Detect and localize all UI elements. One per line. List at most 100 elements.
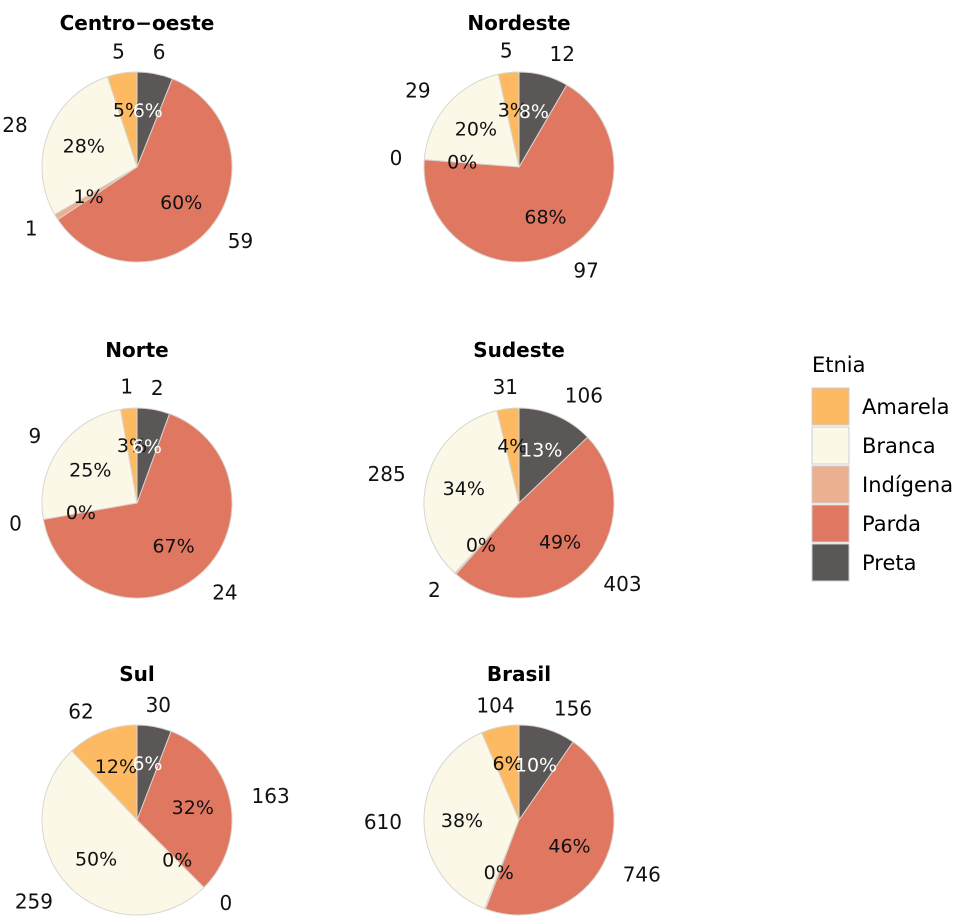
pie-norte-slice-preta-count-label: 2 [151,376,164,400]
legend-label-preta: Preta [862,551,917,575]
pie-sul-slice-amarela [70,724,138,822]
pie-centro-oeste-slice-parda-count-label: 59 [228,229,253,253]
pie-nordeste-slice-preta-pct-label: 8% [519,101,549,123]
pie-sudeste-slice-preta-pct-label: 13% [520,440,562,462]
pie-brasil-slice-preta [518,724,574,822]
pie-sul-slice-amarela-pct-label: 12% [95,756,137,778]
legend-label-indigena: Indígena [862,473,953,497]
pie-brasil-slice-branca [423,731,520,910]
pie-sul-slice-preta-pct-label: 6% [132,753,162,775]
pie-nordeste-slice-branca-count-label: 29 [405,78,430,102]
pie-norte-slice-preta [136,407,171,504]
pie-nordeste-slice-branca [423,73,520,168]
pie-brasil-slice-parda-pct-label: 46% [548,835,590,857]
pie-sudeste-slice-parda-count-label: 403 [603,572,641,596]
legend-label-branca: Branca [862,434,936,458]
legend-swatch-branca [811,426,850,465]
legend-label-amarela: Amarela [862,395,950,419]
pie-sul-slice-indigena-count-label: 0 [220,891,233,915]
pie-norte-slice-branca [41,408,138,521]
pie-sul-slice-branca-pct-label: 50% [75,849,117,871]
pie-sudeste-slice-indigena-pct-label: 0% [466,534,496,556]
pie-centro-oeste-slice-preta [136,71,173,168]
pie-brasil-slice-amarela-count-label: 104 [476,693,514,717]
legend: Etnia Amarela Branca Indígena Parda Preta [811,353,953,582]
pie-nordeste-slice-indigena-count-label: 0 [390,146,403,170]
pie-norte-slice-indigena-count-label: 0 [9,511,22,535]
pie-nordeste-slice-branca-pct-label: 20% [455,119,497,141]
pie-sul-slice-indigena-pct-label: 0% [162,849,192,871]
pie-centro-oeste-slice-branca [41,76,138,216]
pie-centro-oeste-slice-indigena-count-label: 1 [25,217,38,241]
pie-nordeste-slice-preta [518,71,568,169]
pie-norte-slice-branca-count-label: 9 [28,424,41,448]
pie-nordeste-slice-parda-count-label: 97 [573,259,598,283]
pie-nordeste-slice-parda-pct-label: 68% [524,207,566,229]
pie-sudeste-slice-branca [423,410,520,574]
pie-brasil-slice-indigena-count-label: 3 [465,917,478,919]
pie-sudeste-slice-parda [455,436,615,599]
pie-norte-slice-amarela-pct-label: 3% [117,435,147,457]
pie-brasil-slice-parda-count-label: 746 [623,862,661,886]
pie-sudeste-slice-branca-pct-label: 34% [443,478,485,500]
legend-swatch-amarela [811,387,850,426]
pie-norte-slice-preta-pct-label: 6% [132,436,162,458]
legend-title: Etnia [812,353,866,377]
pie-nordeste-slice-indigena-pct-label: 0% [447,152,477,174]
legend-swatch-preta [811,543,850,582]
pie-sul-slice-branca [41,750,205,916]
pie-brasil-slice-branca-pct-label: 38% [441,810,483,832]
legend-swatch-parda [811,504,850,543]
pie-sudeste-title: Sudeste [473,338,565,362]
pie-sudeste-slice-amarela-pct-label: 4% [497,435,527,457]
pie-nordeste-slice-preta-count-label: 12 [550,42,575,66]
pie-sul-slice-preta-count-label: 30 [146,693,171,717]
pie-brasil: Brasil 6% 104 38% 610 0% 3 46% 746 10% 156 [364,662,661,919]
pie-centro-oeste-slice-parda-pct-label: 60% [160,192,202,214]
pie-sudeste-slice-preta-count-label: 106 [565,383,603,407]
pie-nordeste-title: Nordeste [467,11,570,35]
pie-norte-slice-parda-count-label: 24 [212,581,237,605]
pie-brasil-slice-preta-count-label: 156 [554,696,592,720]
pie-brasil-title: Brasil [487,662,551,686]
pie-norte-slice-parda-pct-label: 67% [152,536,194,558]
pie-centro-oeste-slice-parda [57,78,233,263]
pie-sul-slice-preta [136,724,172,821]
pie-centro-oeste-slice-amarela-pct-label: 5% [113,100,143,122]
pie-norte-slice-branca-pct-label: 25% [69,459,111,481]
pie-centro-oeste-slice-preta-count-label: 6 [153,40,166,64]
pie-centro-oeste-slice-branca-count-label: 28 [2,113,27,137]
pie-sul-title: Sul [119,662,155,686]
pie-brasil-slice-parda [484,741,615,916]
pie-sul-slice-amarela-count-label: 62 [68,699,93,723]
pie-sudeste-slice-branca-count-label: 285 [368,462,406,486]
pie-centro-oeste-slice-branca-pct-label: 28% [63,136,105,158]
pie-norte-slice-indigena-pct-label: 0% [66,502,96,524]
pie-norte-slice-amarela-count-label: 1 [120,374,133,398]
pie-nordeste: Nordeste 3% 5 20% 29 0% 0 68% 97 8% 12 [390,11,615,283]
pie-sudeste-slice-preta [518,407,589,505]
pie-brasil-slice-indigena-pct-label: 0% [484,862,514,884]
pie-sudeste-slice-indigena-count-label: 2 [428,578,441,602]
pie-brasil-slice-preta-pct-label: 10% [515,755,557,777]
pie-nordeste-slice-amarela-count-label: 5 [500,39,513,63]
pie-sul-slice-parda-count-label: 163 [252,784,290,808]
pie-centro-oeste-slice-amarela-count-label: 5 [112,40,125,64]
pie-norte-title: Norte [105,338,168,362]
pie-norte-slice-parda [42,413,233,599]
pie-sul: Sul 12% 62 50% 259 0% 0 32% 163 6% 30 [15,662,290,916]
pie-sul-slice-parda-pct-label: 32% [172,797,214,819]
pie-brasil-slice-branca-count-label: 610 [364,810,402,834]
pie-nordeste-slice-amarela-pct-label: 3% [498,99,528,121]
pie-sul-slice-parda [136,730,233,889]
legend-swatch-indigena [811,465,850,504]
pie-norte: Norte 3% 1 25% 9 0% 0 67% 24 6% 2 [9,338,238,605]
pie-centro-oeste: Centro−oeste 5% 5 28% 28 1% 1 60% 59 6% 6 [2,11,253,263]
pie-centro-oeste-slice-indigena-pct-label: 1% [74,186,104,208]
pie-sudeste: Sudeste 4% 31 34% 285 0% 2 49% 403 13% 106 [368,338,642,602]
pie-nordeste-slice-parda [423,84,615,263]
legend-label-parda: Parda [862,512,921,536]
pie-sudeste-slice-amarela-count-label: 31 [493,375,518,399]
pie-centro-oeste-title: Centro−oeste [60,11,215,35]
